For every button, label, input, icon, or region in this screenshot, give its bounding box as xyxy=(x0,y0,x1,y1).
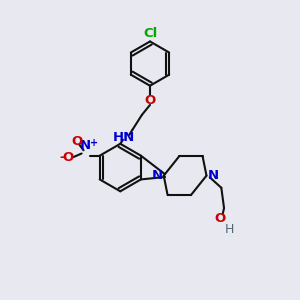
Text: O: O xyxy=(71,135,82,148)
Text: +: + xyxy=(90,138,98,148)
Text: N: N xyxy=(152,169,163,182)
Text: HN: HN xyxy=(113,130,136,143)
Text: N: N xyxy=(208,169,219,182)
Text: N: N xyxy=(79,140,90,152)
Text: -: - xyxy=(60,151,65,164)
Text: H: H xyxy=(225,223,234,236)
Text: O: O xyxy=(62,151,74,164)
Text: Cl: Cl xyxy=(143,27,157,40)
Text: O: O xyxy=(214,212,226,225)
Text: O: O xyxy=(144,94,156,106)
